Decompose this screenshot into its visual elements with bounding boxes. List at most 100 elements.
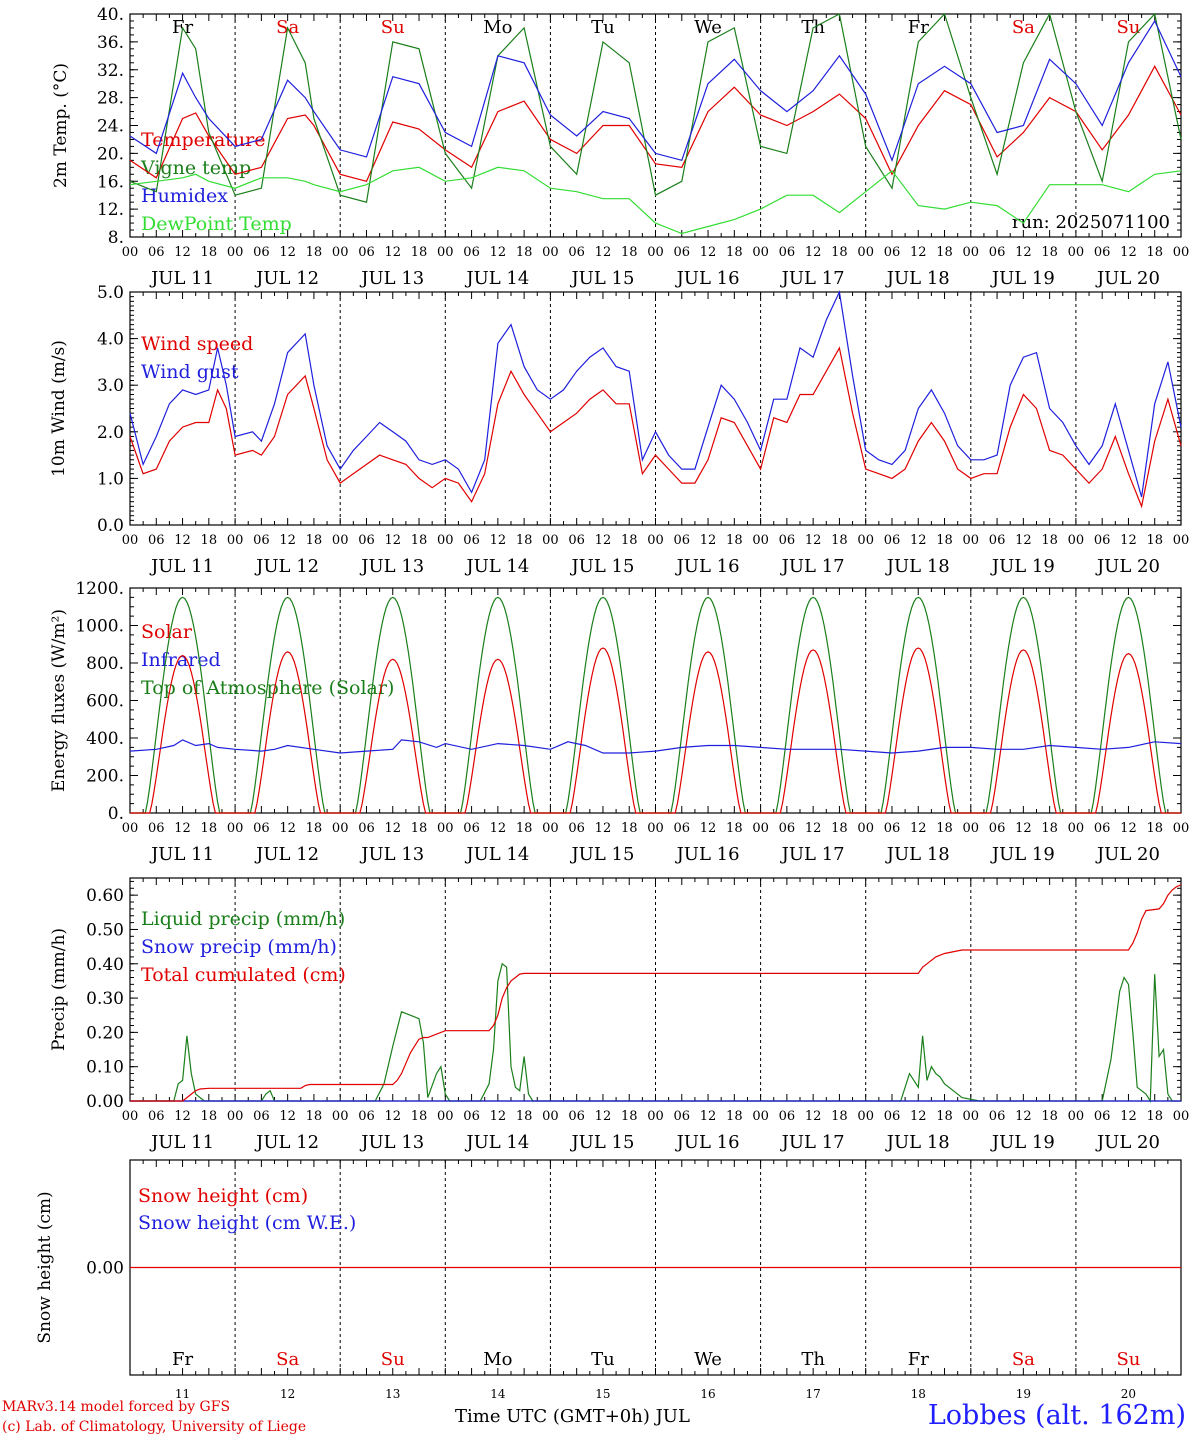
- x-hour-label: 18: [1146, 533, 1163, 548]
- x-hour-label: 00: [542, 821, 559, 836]
- x-hour-label: 12: [1015, 533, 1032, 548]
- x-hour-label: 18: [936, 245, 953, 260]
- x-date-label: JUL 19: [990, 844, 1055, 865]
- x-date-label: JUL 12: [254, 1132, 319, 1153]
- y-tick-label: 1200.: [75, 579, 124, 599]
- x-date-label: JUL 17: [780, 1132, 845, 1153]
- y-tick-label: 0.40: [86, 955, 124, 975]
- x-hour-label: 06: [779, 1109, 796, 1124]
- y-tick-label: 800.: [86, 654, 124, 674]
- x-hour-label: 00: [963, 1109, 980, 1124]
- x-date-label: JUL 18: [885, 1132, 950, 1153]
- x-date-label: JUL 16: [675, 556, 740, 577]
- x-hour-label: 18: [936, 821, 953, 836]
- x-date-label: JUL 19: [990, 556, 1055, 577]
- x-hour-label: 12: [700, 245, 717, 260]
- model-credit: MARv3.14 model forced by GFS: [2, 1399, 231, 1415]
- legend-snow-height-cm-: Snow height (cm): [138, 1185, 308, 1207]
- day-number-label: 15: [595, 1387, 610, 1401]
- legend-snow-precip-mm-h-: Snow precip (mm/h): [141, 936, 337, 958]
- x-date-label: JUL 16: [675, 1132, 740, 1153]
- x-hour-label: 12: [174, 821, 191, 836]
- x-hour-label: 18: [936, 1109, 953, 1124]
- y-tick-label: 4.0: [97, 330, 124, 350]
- x-hour-label: 00: [752, 245, 769, 260]
- x-hour-label: 12: [1120, 533, 1137, 548]
- x-hour-label: 18: [201, 1109, 218, 1124]
- x-date-label: JUL 13: [359, 1132, 424, 1153]
- weekday-label: Fr: [172, 1349, 193, 1370]
- x-hour-label: 00: [752, 533, 769, 548]
- x-hour-label: 00: [857, 821, 874, 836]
- y-tick-label: 0.00: [86, 1259, 124, 1279]
- x-date-label: JUL 12: [254, 556, 319, 577]
- x-hour-label: 12: [805, 1109, 822, 1124]
- x-date-label: JUL 20: [1095, 1132, 1160, 1153]
- x-hour-label: 18: [936, 533, 953, 548]
- x-date-label: JUL 14: [464, 556, 529, 577]
- x-hour-label: 12: [595, 533, 612, 548]
- y-tick-label: 40.: [97, 5, 124, 25]
- y-tick-label: 0.: [108, 804, 124, 824]
- x-hour-label: 12: [384, 245, 401, 260]
- y-axis-title: Energy fluxes (W/m²): [49, 609, 69, 792]
- x-hour-label: 06: [674, 821, 691, 836]
- y-tick-label: 0.0: [97, 516, 124, 536]
- weekday-label: Sa: [276, 1349, 299, 1370]
- x-hour-label: 06: [148, 245, 165, 260]
- x-date-label: JUL 17: [780, 556, 845, 577]
- x-hour-label: 18: [201, 245, 218, 260]
- x-hour-label: 00: [647, 821, 664, 836]
- y-tick-label: 0.10: [86, 1058, 124, 1078]
- y-tick-label: 16.: [97, 172, 124, 192]
- y-axis-title: 10m Wind (m/s): [49, 340, 69, 477]
- x-date-label: JUL 16: [675, 844, 740, 865]
- x-hour-label: 00: [752, 821, 769, 836]
- x-hour-label: 06: [358, 533, 375, 548]
- x-hour-label: 12: [595, 245, 612, 260]
- x-date-label: JUL 19: [990, 1132, 1055, 1153]
- x-hour-label: 00: [122, 821, 139, 836]
- x-hour-label: 00: [857, 1109, 874, 1124]
- x-hour-label: 12: [700, 821, 717, 836]
- x-hour-label: 00: [227, 821, 244, 836]
- series-wind-gust: [129, 289, 1182, 498]
- x-hour-label: 18: [201, 533, 218, 548]
- x-hour-label: 06: [1094, 245, 1111, 260]
- x-hour-label: 06: [989, 821, 1006, 836]
- weekday-label: Sa: [1012, 17, 1035, 38]
- x-hour-label: 12: [384, 1109, 401, 1124]
- weekday-label: Su: [381, 17, 405, 38]
- day-number-label: 17: [806, 1387, 821, 1401]
- x-hour-label: 18: [411, 245, 428, 260]
- x-date-label: JUL 15: [569, 268, 634, 289]
- x-hour-label: 18: [831, 1109, 848, 1124]
- x-hour-label: 00: [963, 821, 980, 836]
- x-hour-label: 06: [358, 245, 375, 260]
- y-tick-label: 0.20: [86, 1023, 124, 1043]
- x-hour-label: 06: [779, 821, 796, 836]
- x-hour-label: 00: [1173, 821, 1190, 836]
- x-date-label: JUL 14: [464, 844, 529, 865]
- y-axis-title: Snow height (cm): [35, 1191, 55, 1343]
- weekday-label: We: [694, 1349, 722, 1370]
- x-hour-label: 06: [568, 533, 585, 548]
- x-hour-label: 18: [831, 821, 848, 836]
- x-hour-label: 06: [1094, 533, 1111, 548]
- x-hour-label: 06: [253, 533, 270, 548]
- x-hour-label: 06: [884, 821, 901, 836]
- x-date-label: JUL 12: [254, 844, 319, 865]
- x-hour-label: 06: [568, 1109, 585, 1124]
- x-date-label: JUL 12: [254, 268, 319, 289]
- x-date-label: JUL 13: [359, 268, 424, 289]
- x-hour-label: 00: [1173, 245, 1190, 260]
- y-tick-label: 0.50: [86, 920, 124, 940]
- x-hour-label: 00: [857, 245, 874, 260]
- x-hour-label: 00: [332, 533, 349, 548]
- y-tick-label: 8.: [108, 228, 124, 248]
- x-hour-label: 12: [1120, 245, 1137, 260]
- legend-infrared: Infrared: [141, 649, 221, 671]
- x-hour-label: 12: [910, 245, 927, 260]
- x-hour-label: 12: [595, 821, 612, 836]
